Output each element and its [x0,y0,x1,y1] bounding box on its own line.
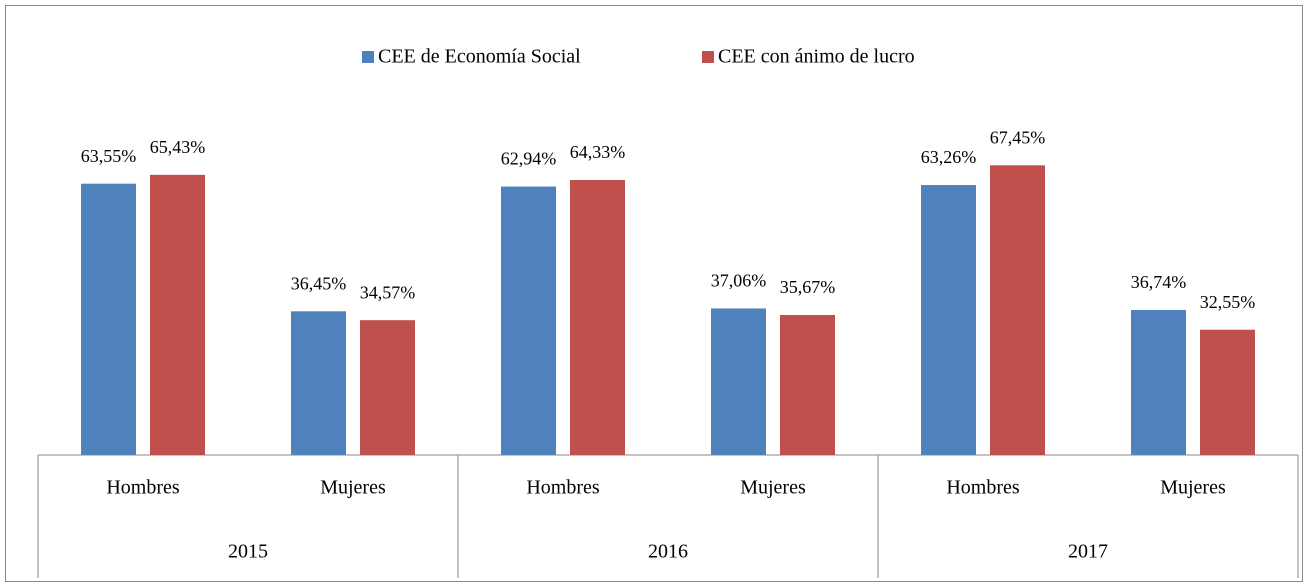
legend-swatch [362,51,374,63]
bar [501,186,556,455]
group-label: 2017 [1068,541,1108,563]
bar [570,180,625,455]
bar [81,183,136,455]
bar [150,174,205,455]
plot-area [81,165,1255,455]
x-tick-label: Hombres [106,477,180,499]
data-label: 36,74% [1131,272,1187,292]
data-label: 37,06% [711,271,767,291]
bar [360,320,415,455]
data-label: 63,26% [921,147,977,167]
x-tick-label: Hombres [946,477,1020,499]
bar [921,185,976,455]
bar [711,308,766,455]
bar [1131,309,1186,455]
x-tick-label: Mujeres [740,477,806,499]
x-tick-label: Mujeres [1160,477,1226,499]
data-label: 62,94% [501,149,557,169]
data-label: 67,45% [990,127,1046,147]
data-label: 36,45% [291,273,347,293]
bar [291,311,346,455]
legend-label: CEE con ánimo de lucro [718,46,915,68]
data-label: 64,33% [570,142,626,162]
data-label: 35,67% [780,277,836,297]
data-label: 65,43% [150,137,206,157]
legend-swatch [702,51,714,63]
group-label: 2016 [648,541,688,563]
x-tick-label: Hombres [526,477,600,499]
data-label: 63,55% [81,146,137,166]
data-label: 32,55% [1200,292,1256,312]
x-tick-label: Mujeres [320,477,386,499]
bar [1200,329,1255,455]
legend-label: CEE de Economía Social [378,46,581,68]
bar [990,165,1045,455]
group-label: 2015 [228,541,268,563]
data-label: 34,57% [360,282,416,302]
bar [780,314,835,455]
